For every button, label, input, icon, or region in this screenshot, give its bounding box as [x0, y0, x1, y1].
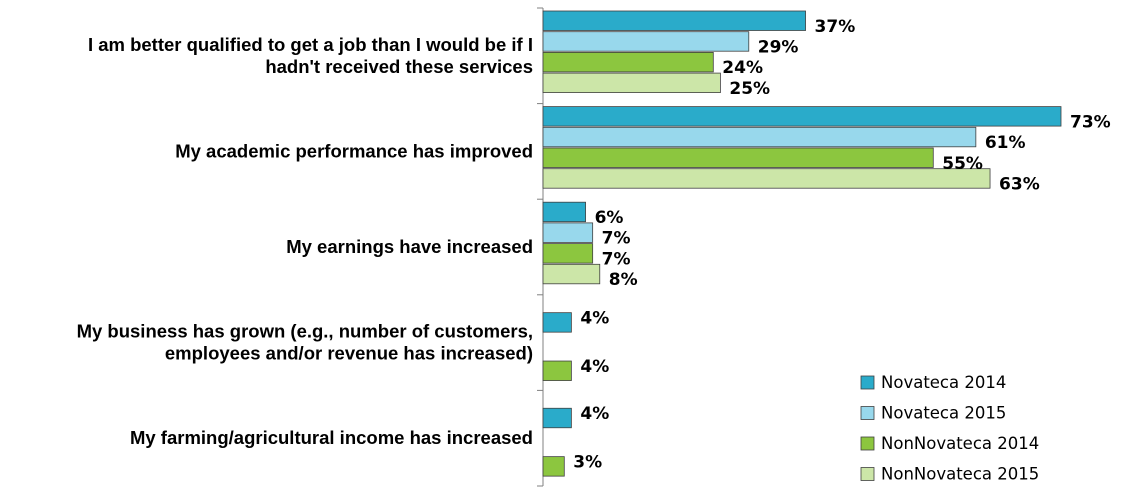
- bar: [542, 243, 594, 264]
- legend-label: Novateca 2015: [881, 404, 1006, 423]
- data-label: 73%: [1070, 112, 1111, 132]
- legend-swatch: [860, 436, 875, 451]
- bar: [542, 52, 714, 73]
- category-label-line: employees and/or revenue has increased): [165, 343, 533, 364]
- category-label: My farming/agricultural income has incre…: [130, 427, 533, 448]
- category-label-line: hadn't received these services: [265, 56, 533, 77]
- data-label: 4%: [580, 357, 609, 377]
- data-label: 7%: [602, 229, 631, 249]
- category-label-line: My farming/agricultural income has incre…: [130, 427, 533, 448]
- category-labels: I am better qualified to get a job than …: [77, 34, 533, 448]
- bar: [542, 456, 565, 477]
- bar: [542, 312, 572, 333]
- data-label: 25%: [729, 79, 770, 99]
- legend-swatch: [860, 406, 875, 420]
- legend-label: NonNovateca 2015: [881, 465, 1039, 484]
- data-label: 63%: [999, 174, 1040, 194]
- data-label: 55%: [942, 154, 983, 174]
- data-label: 8%: [609, 270, 638, 290]
- bars: [542, 10, 1062, 477]
- bar: [542, 407, 572, 429]
- data-label: 3%: [573, 452, 602, 472]
- bar: [542, 126, 977, 148]
- legend-label: Novateca 2014: [881, 373, 1006, 392]
- data-label: 4%: [580, 308, 609, 328]
- legend-label: NonNovateca 2014: [881, 434, 1039, 453]
- data-label: 4%: [580, 404, 609, 424]
- data-label: 29%: [758, 37, 799, 57]
- bar: [542, 201, 586, 223]
- bar: [542, 31, 750, 52]
- bar: [542, 168, 991, 189]
- legend-swatch: [860, 467, 875, 481]
- data-label: 37%: [815, 17, 856, 37]
- bar: [542, 147, 934, 168]
- data-label: 6%: [595, 208, 624, 228]
- category-label: My academic performance has improved: [175, 140, 533, 161]
- category-label-line: My academic performance has improved: [175, 140, 533, 161]
- bar: [542, 106, 1062, 127]
- data-label: 7%: [602, 249, 631, 269]
- legend-swatch: [860, 375, 875, 390]
- category-axis: [537, 7, 544, 487]
- data-label: 61%: [985, 133, 1026, 153]
- bar: [542, 263, 601, 285]
- data-label: 24%: [722, 58, 763, 78]
- bar: [542, 360, 572, 381]
- category-label: My business has grown (e.g., number of c…: [77, 321, 533, 364]
- category-label: I am better qualified to get a job than …: [88, 34, 533, 77]
- bar: [542, 10, 806, 31]
- bar: [542, 222, 594, 243]
- legend: Novateca 2014 Novateca 2015 NonNovateca 20…: [860, 373, 1039, 484]
- data-labels: 37%29%24%25%73%61%55%63%6%7%7%8%4%4%4%3%: [573, 17, 1110, 473]
- category-label-line: My business has grown (e.g., number of c…: [77, 321, 533, 342]
- category-label: My earnings have increased: [286, 236, 533, 257]
- category-label-line: I am better qualified to get a job than …: [88, 34, 533, 55]
- category-label-line: My earnings have increased: [286, 236, 533, 257]
- bar: [542, 72, 721, 93]
